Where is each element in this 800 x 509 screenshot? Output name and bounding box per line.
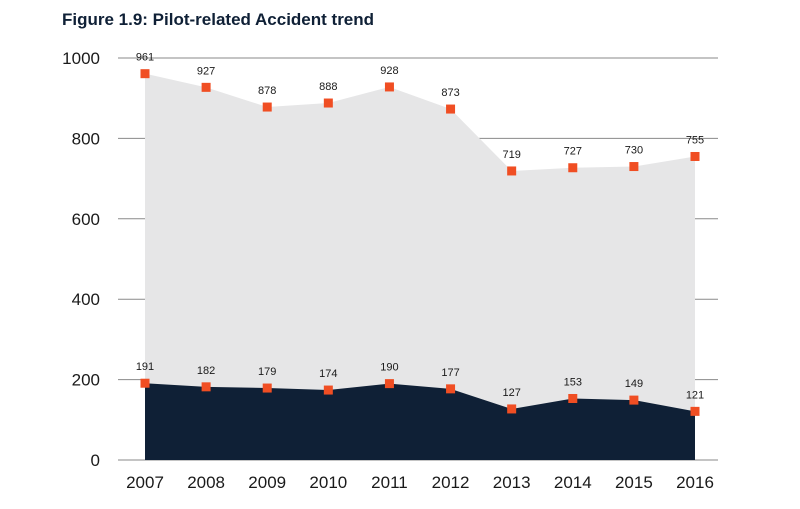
data-point bbox=[507, 166, 517, 176]
data-point bbox=[140, 69, 150, 79]
x-tick-label: 2013 bbox=[493, 473, 531, 492]
area-series-1 bbox=[145, 73, 695, 460]
data-label: 927 bbox=[197, 65, 215, 77]
x-tick-label: 2007 bbox=[126, 473, 164, 492]
data-point bbox=[690, 151, 700, 161]
x-axis: 2007 2008 2009 2010 2011 2012 2013 2014 2015 2016 bbox=[126, 473, 714, 492]
y-tick-label: 400 bbox=[72, 290, 100, 309]
data-point bbox=[262, 383, 272, 393]
data-point bbox=[690, 406, 700, 416]
data-label: 177 bbox=[441, 367, 459, 379]
data-label: 182 bbox=[197, 365, 215, 377]
x-tick-label: 2010 bbox=[309, 473, 347, 492]
data-label: 961 bbox=[136, 52, 154, 64]
x-tick-label: 2016 bbox=[676, 473, 714, 492]
data-point bbox=[201, 382, 211, 392]
data-label: 888 bbox=[319, 81, 337, 93]
data-point bbox=[568, 393, 578, 403]
data-label: 755 bbox=[686, 134, 704, 146]
data-label: 719 bbox=[502, 149, 520, 161]
chart-title: Figure 1.9: Pilot-related Accident trend bbox=[62, 10, 375, 29]
data-label: 153 bbox=[564, 376, 582, 388]
x-tick-label: 2012 bbox=[432, 473, 470, 492]
area-series bbox=[145, 73, 695, 460]
x-tick-label: 2011 bbox=[371, 473, 408, 492]
data-point bbox=[446, 104, 456, 114]
data-label: 179 bbox=[258, 366, 276, 378]
data-point bbox=[323, 98, 333, 108]
data-label: 873 bbox=[441, 87, 459, 99]
data-point bbox=[568, 163, 578, 173]
data-point bbox=[629, 395, 639, 405]
data-point bbox=[262, 102, 272, 112]
y-tick-label: 800 bbox=[72, 129, 100, 148]
area-series-2 bbox=[145, 383, 695, 460]
data-point bbox=[446, 384, 456, 394]
x-tick-label: 2015 bbox=[615, 473, 653, 492]
data-label: 127 bbox=[502, 387, 520, 399]
data-point bbox=[384, 82, 394, 92]
data-label: 190 bbox=[380, 362, 398, 374]
data-point bbox=[323, 385, 333, 395]
data-label: 727 bbox=[564, 146, 582, 158]
data-label: 174 bbox=[319, 368, 337, 380]
data-point bbox=[201, 82, 211, 92]
x-tick-label: 2014 bbox=[554, 473, 592, 492]
y-axis: 0 200 400 600 800 1000 bbox=[62, 49, 100, 470]
data-labels: 961 927 878 888 928 873 719 727 730 755 191 182 179 1… bbox=[136, 52, 704, 402]
data-label: 149 bbox=[625, 378, 643, 390]
data-markers bbox=[140, 69, 700, 416]
data-point bbox=[140, 378, 150, 388]
y-tick-label: 200 bbox=[72, 371, 100, 390]
data-label: 191 bbox=[136, 361, 154, 373]
data-point bbox=[629, 162, 639, 172]
y-tick-label: 1000 bbox=[62, 49, 100, 68]
data-point bbox=[507, 404, 517, 414]
data-label: 928 bbox=[380, 65, 398, 77]
x-tick-label: 2008 bbox=[187, 473, 225, 492]
data-point bbox=[384, 379, 394, 389]
y-tick-label: 0 bbox=[91, 451, 100, 470]
data-label: 730 bbox=[625, 145, 643, 157]
y-tick-label: 600 bbox=[72, 210, 100, 229]
data-label: 878 bbox=[258, 85, 276, 97]
x-tick-label: 2009 bbox=[248, 473, 286, 492]
data-label: 121 bbox=[686, 389, 704, 401]
